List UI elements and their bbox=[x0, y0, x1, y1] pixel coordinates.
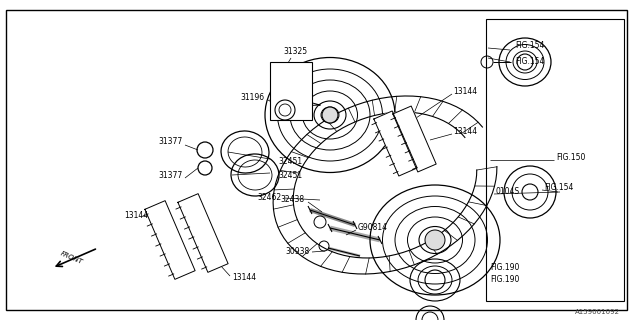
Text: 31377: 31377 bbox=[159, 138, 183, 147]
Polygon shape bbox=[178, 194, 228, 272]
Text: FIG.154: FIG.154 bbox=[544, 183, 573, 193]
Bar bbox=[270, 62, 312, 120]
Text: 13144: 13144 bbox=[453, 127, 477, 137]
Polygon shape bbox=[393, 106, 436, 172]
Text: 30938: 30938 bbox=[285, 247, 310, 257]
Text: 13144: 13144 bbox=[232, 274, 256, 283]
Text: FIG.154: FIG.154 bbox=[515, 58, 545, 67]
Text: G90814: G90814 bbox=[358, 223, 388, 233]
Text: 31196: 31196 bbox=[241, 93, 265, 102]
Circle shape bbox=[425, 230, 445, 250]
Bar bbox=[486, 19, 624, 301]
Polygon shape bbox=[374, 111, 417, 176]
Text: FIG.190: FIG.190 bbox=[490, 263, 520, 273]
Text: FIG.150: FIG.150 bbox=[556, 154, 586, 163]
Text: FRONT: FRONT bbox=[60, 251, 84, 265]
Text: 32462: 32462 bbox=[258, 194, 282, 203]
Polygon shape bbox=[145, 201, 195, 279]
Text: A159001092: A159001092 bbox=[575, 309, 620, 315]
Text: 31325: 31325 bbox=[283, 47, 307, 57]
Text: FIG.154: FIG.154 bbox=[515, 42, 545, 51]
Text: 32451: 32451 bbox=[278, 157, 302, 166]
Text: 31377: 31377 bbox=[159, 171, 183, 180]
Circle shape bbox=[322, 107, 338, 123]
Text: 32451: 32451 bbox=[278, 172, 302, 180]
Text: 13144: 13144 bbox=[124, 212, 148, 220]
Text: 0104S: 0104S bbox=[495, 188, 519, 196]
Text: FIG.190: FIG.190 bbox=[490, 276, 520, 284]
Text: 13144: 13144 bbox=[453, 87, 477, 97]
Text: 32438: 32438 bbox=[281, 196, 305, 204]
